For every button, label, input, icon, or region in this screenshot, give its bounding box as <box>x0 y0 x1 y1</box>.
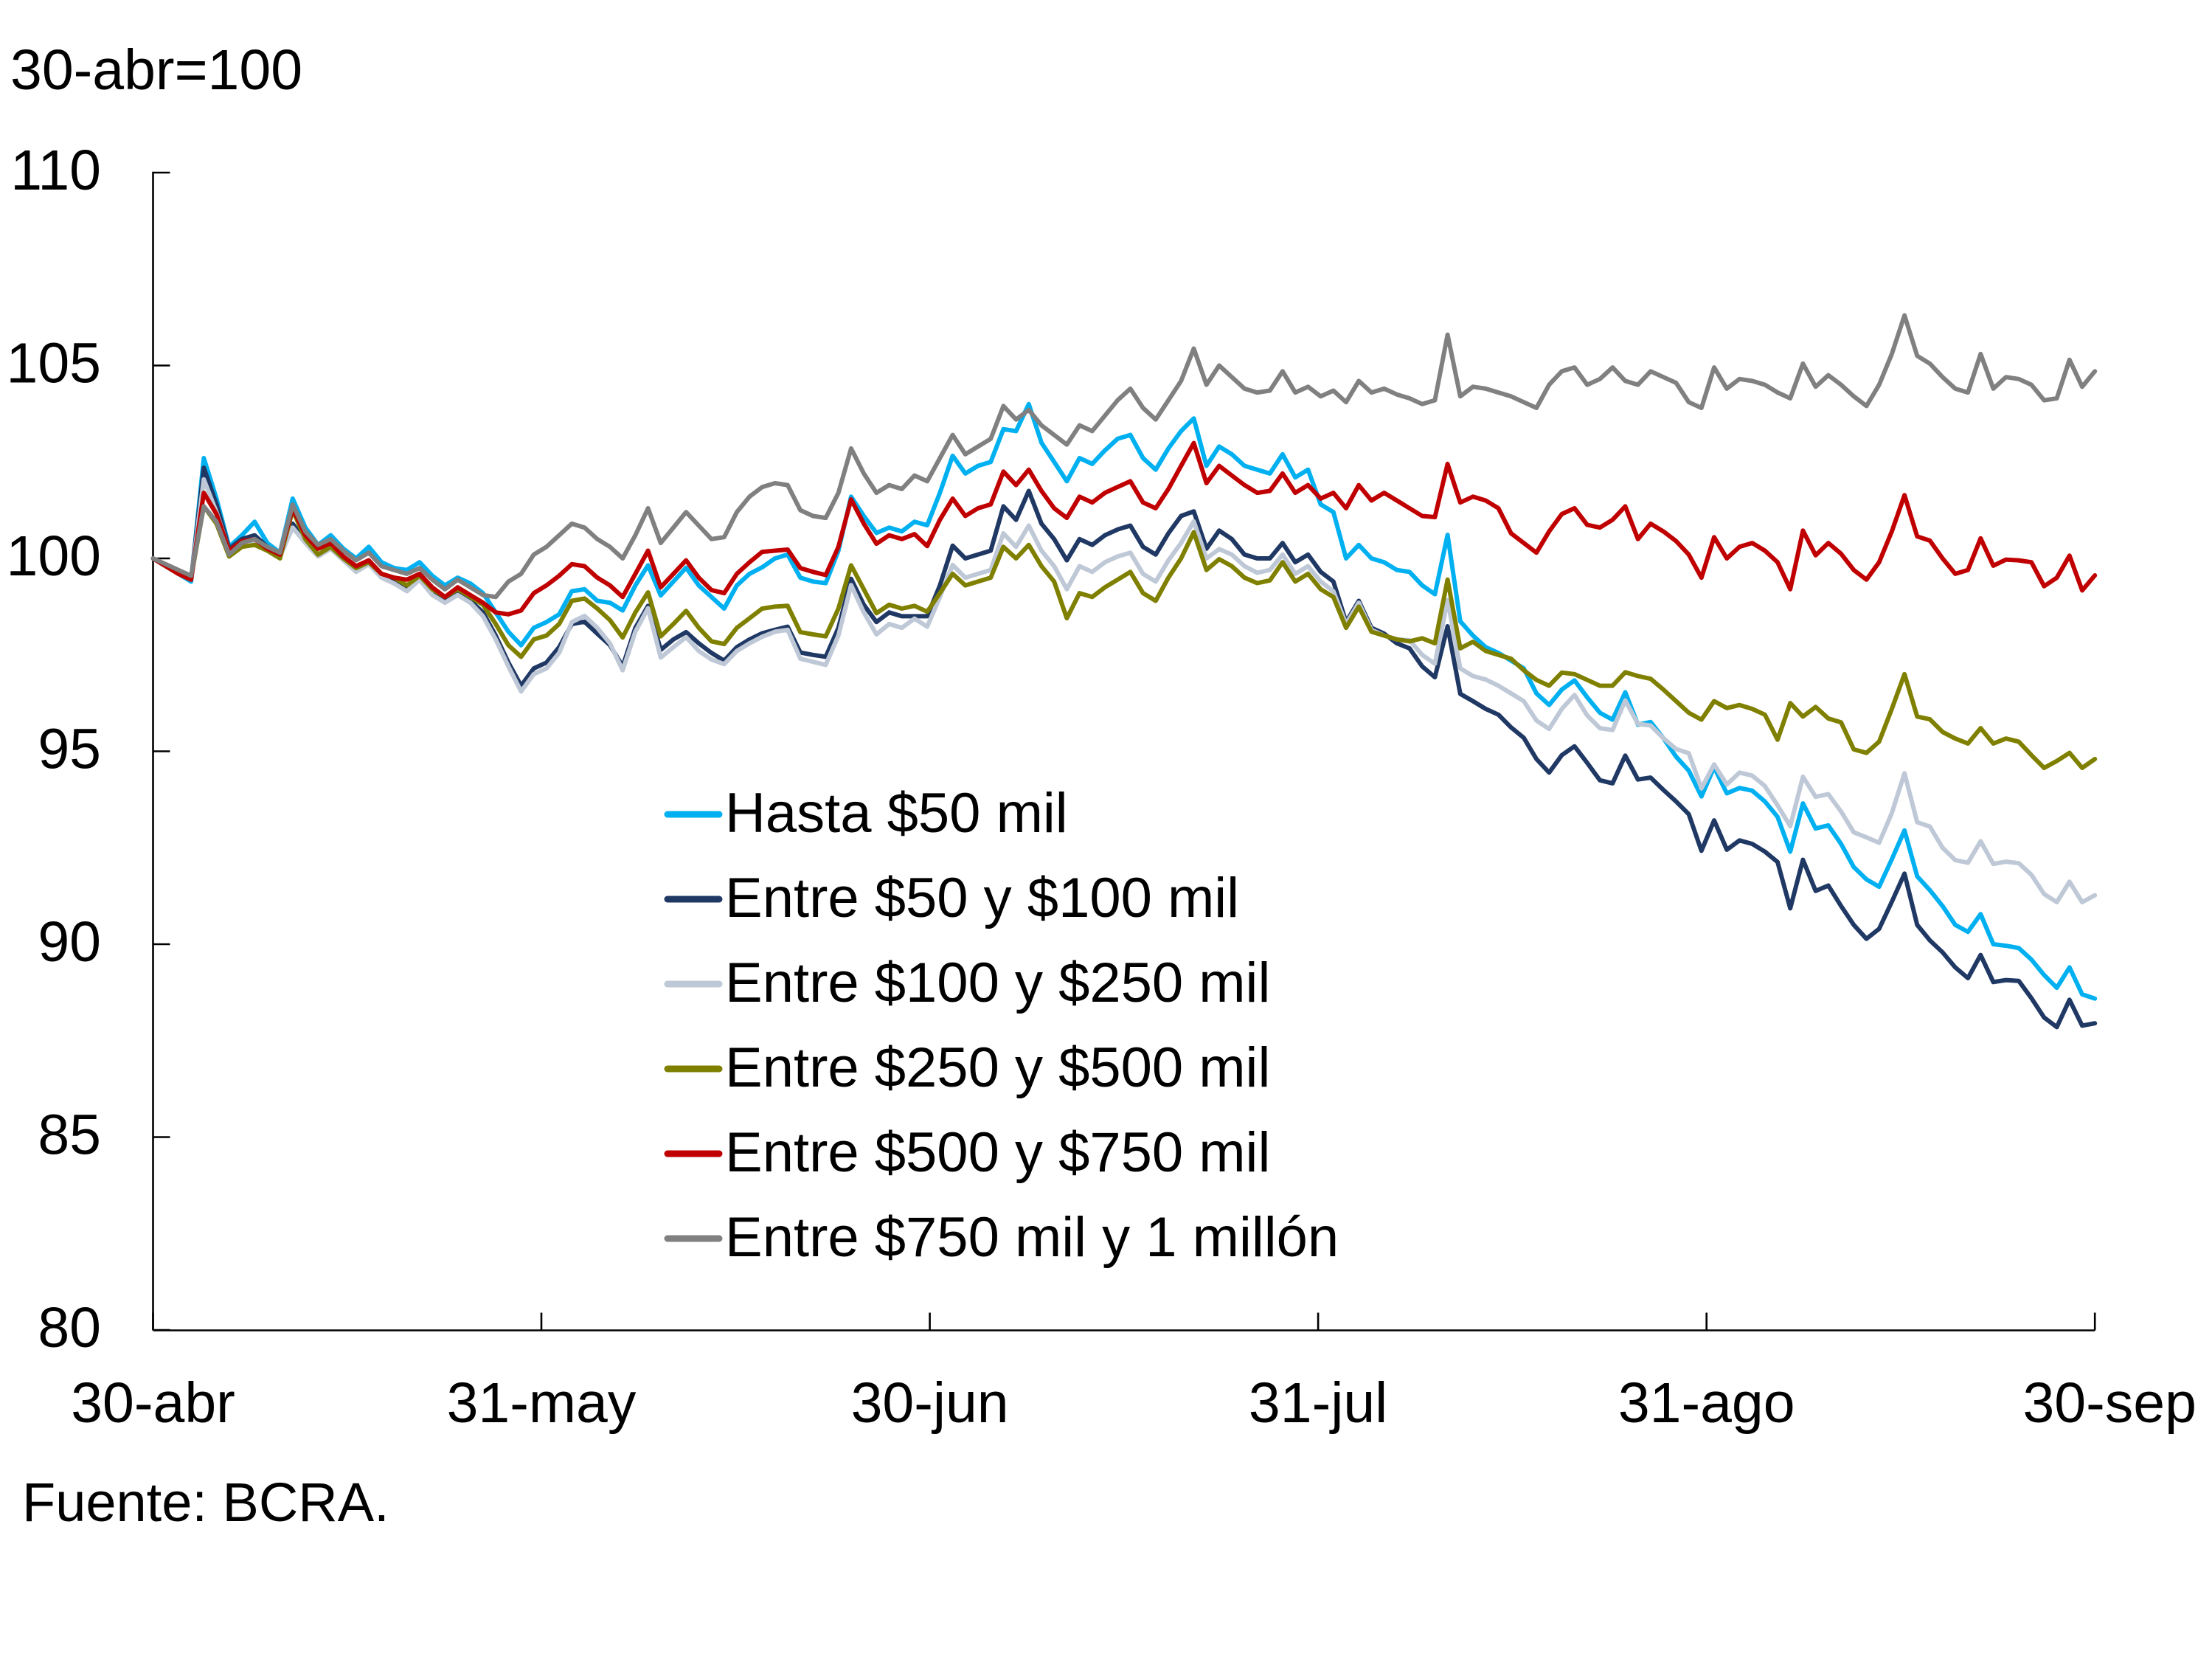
svg-text:31-jul: 31-jul <box>1249 1371 1387 1435</box>
svg-text:80: 80 <box>38 1296 101 1360</box>
svg-text:30-jun: 30-jun <box>851 1371 1009 1435</box>
svg-text:30-sep: 30-sep <box>2022 1371 2196 1435</box>
svg-text:31-ago: 31-ago <box>1618 1371 1795 1435</box>
svg-text:105: 105 <box>7 332 101 395</box>
svg-text:30-abr: 30-abr <box>71 1371 235 1435</box>
svg-text:Fuente: BCRA.: Fuente: BCRA. <box>22 1472 389 1533</box>
svg-text:90: 90 <box>38 910 101 974</box>
svg-text:Entre $100 y $250 mil: Entre $100 y $250 mil <box>725 952 1270 1014</box>
svg-text:30-abr=100: 30-abr=100 <box>10 38 302 102</box>
svg-text:Hasta $50 mil: Hasta $50 mil <box>725 782 1068 845</box>
svg-text:Entre $500 y $750 mil: Entre $500 y $750 mil <box>725 1121 1270 1184</box>
svg-text:110: 110 <box>10 139 101 202</box>
svg-text:31-may: 31-may <box>447 1371 637 1435</box>
svg-text:Entre $50 y $100 mil: Entre $50 y $100 mil <box>725 867 1239 929</box>
svg-text:Entre $250 y $500 mil: Entre $250 y $500 mil <box>725 1036 1270 1099</box>
svg-text:85: 85 <box>38 1104 101 1167</box>
svg-text:100: 100 <box>7 524 101 588</box>
svg-text:95: 95 <box>38 718 101 781</box>
svg-text:Entre $750 mil y 1 millón: Entre $750 mil y 1 millón <box>725 1206 1339 1269</box>
